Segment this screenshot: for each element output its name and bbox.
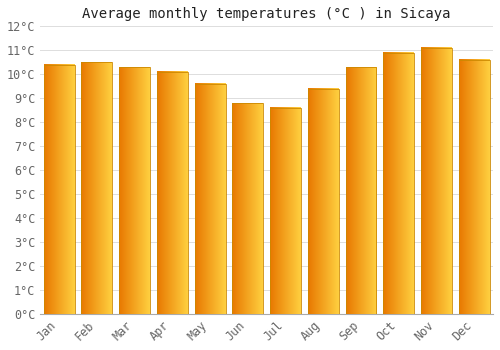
Bar [82,62,112,314]
Bar [421,48,452,314]
Bar [194,84,226,314]
Bar [458,60,490,314]
Bar [270,108,301,314]
Bar [308,89,338,314]
Bar [232,103,264,314]
Bar [119,67,150,314]
Title: Average monthly temperatures (°C ) in Sicaya: Average monthly temperatures (°C ) in Si… [82,7,451,21]
Bar [384,52,414,314]
Bar [157,72,188,314]
Bar [44,65,74,314]
Bar [346,67,376,314]
